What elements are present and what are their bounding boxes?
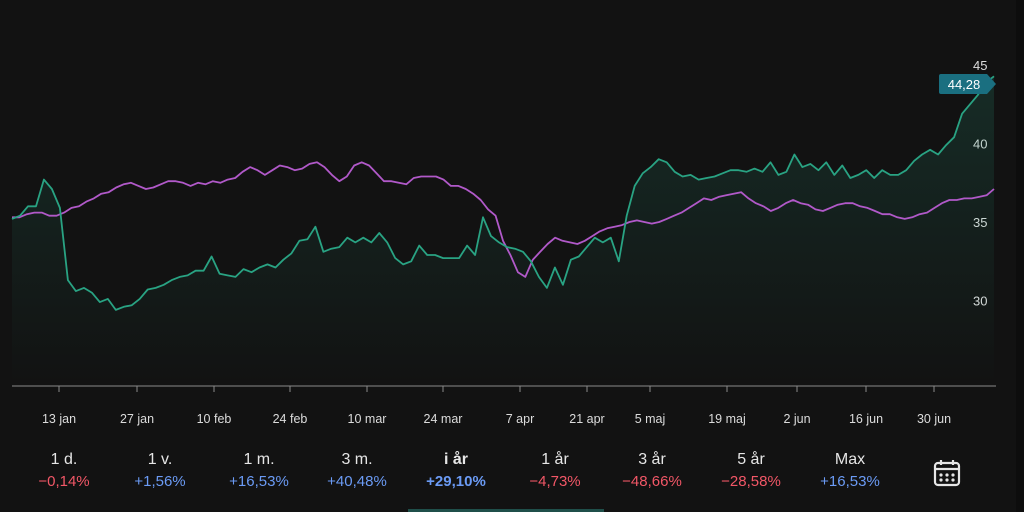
x-tick-label: 21 apr [569, 412, 604, 426]
range-label: 1 m. [243, 451, 275, 468]
range-label: 3 år [638, 451, 666, 468]
x-tick-label: 16 jun [849, 412, 883, 426]
scrollbar-track [1016, 0, 1024, 512]
x-tick-label: 30 jun [917, 412, 951, 426]
calendar-button[interactable] [932, 458, 962, 488]
range-label: i år [443, 451, 468, 468]
range-label: 1 år [541, 451, 569, 468]
range-option[interactable]: 3 år −48,66% [604, 450, 700, 492]
range-option[interactable]: 1 v. +1,56% [112, 450, 208, 492]
x-tick-label: 5 maj [635, 412, 666, 426]
x-tick-label: 24 feb [273, 412, 308, 426]
range-change: +1,56% [134, 473, 186, 490]
x-tick-label: 27 jan [120, 412, 154, 426]
current-price-label: 44,28 [948, 77, 981, 92]
x-tick-label: 7 apr [506, 412, 535, 426]
range-change: +16,53% [820, 473, 880, 490]
range-label: 3 m. [341, 451, 373, 468]
stock-area-fill [12, 76, 994, 387]
range-change: −28,58% [721, 473, 781, 490]
range-label: 5 år [737, 451, 765, 468]
range-option[interactable]: 3 m. +40,48% [309, 450, 405, 492]
range-label: 1 v. [147, 451, 173, 468]
y-tick-label: 45 [973, 58, 987, 73]
x-tick-label: 13 jan [42, 412, 76, 426]
range-change: +40,48% [327, 473, 387, 490]
range-option[interactable]: 1 år −4,73% [507, 450, 603, 492]
x-tick-label: 10 feb [197, 412, 232, 426]
calendar-icon [933, 460, 961, 487]
x-tick-label: 24 mar [424, 412, 463, 426]
comparison-series-line [12, 161, 995, 278]
range-option[interactable]: Max +16,53% [802, 450, 898, 492]
stock-series-line [11, 75, 995, 311]
range-option[interactable]: 1 m. +16,53% [211, 450, 307, 492]
range-option[interactable]: i år +29,10% [408, 450, 504, 492]
range-change: +29,10% [426, 473, 486, 490]
range-change: +16,53% [229, 473, 289, 490]
range-option[interactable]: 1 d. −0,14% [16, 450, 112, 492]
range-label: Max [834, 451, 866, 468]
range-change: −0,14% [38, 473, 90, 490]
x-axis: 13 jan 27 jan 10 feb 24 feb 10 mar 24 mar 7 ap… [42, 386, 951, 426]
range-label: 1 d. [50, 451, 78, 468]
active-range-indicator [408, 509, 604, 512]
range-change: −48,66% [622, 473, 682, 490]
time-range-selector: 1 d. −0,14% 1 v. +1,56% 1 m. +16,53% 3 m. +40,4… [0, 440, 1024, 512]
x-tick-label: 2 jun [783, 412, 810, 426]
range-option[interactable]: 5 år −28,58% [703, 450, 799, 492]
x-tick-label: 10 mar [348, 412, 387, 426]
current-price-badge: 44,28 [939, 74, 996, 94]
x-tick-label: 19 maj [708, 412, 746, 426]
range-change: −4,73% [529, 473, 581, 490]
